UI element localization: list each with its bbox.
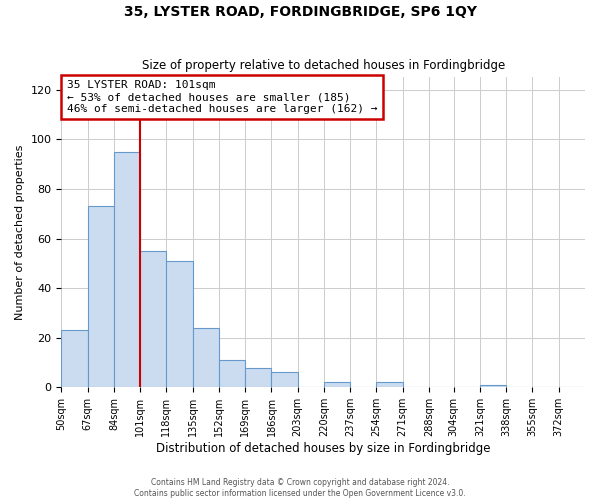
Bar	[271, 372, 298, 388]
Bar	[193, 328, 219, 388]
Bar	[245, 368, 271, 388]
Text: Contains HM Land Registry data © Crown copyright and database right 2024.
Contai: Contains HM Land Registry data © Crown c…	[134, 478, 466, 498]
Bar	[114, 152, 140, 388]
Bar	[140, 251, 166, 388]
Bar	[166, 261, 193, 388]
Bar	[376, 382, 403, 388]
Y-axis label: Number of detached properties: Number of detached properties	[15, 144, 25, 320]
Text: 35 LYSTER ROAD: 101sqm
← 53% of detached houses are smaller (185)
46% of semi-de: 35 LYSTER ROAD: 101sqm ← 53% of detached…	[67, 80, 377, 114]
Title: Size of property relative to detached houses in Fordingbridge: Size of property relative to detached ho…	[142, 59, 505, 72]
Bar	[88, 206, 114, 388]
X-axis label: Distribution of detached houses by size in Fordingbridge: Distribution of detached houses by size …	[156, 442, 490, 455]
Bar	[61, 330, 88, 388]
Bar	[324, 382, 350, 388]
Bar	[480, 385, 506, 388]
Bar	[219, 360, 245, 388]
Text: 35, LYSTER ROAD, FORDINGBRIDGE, SP6 1QY: 35, LYSTER ROAD, FORDINGBRIDGE, SP6 1QY	[124, 5, 476, 19]
